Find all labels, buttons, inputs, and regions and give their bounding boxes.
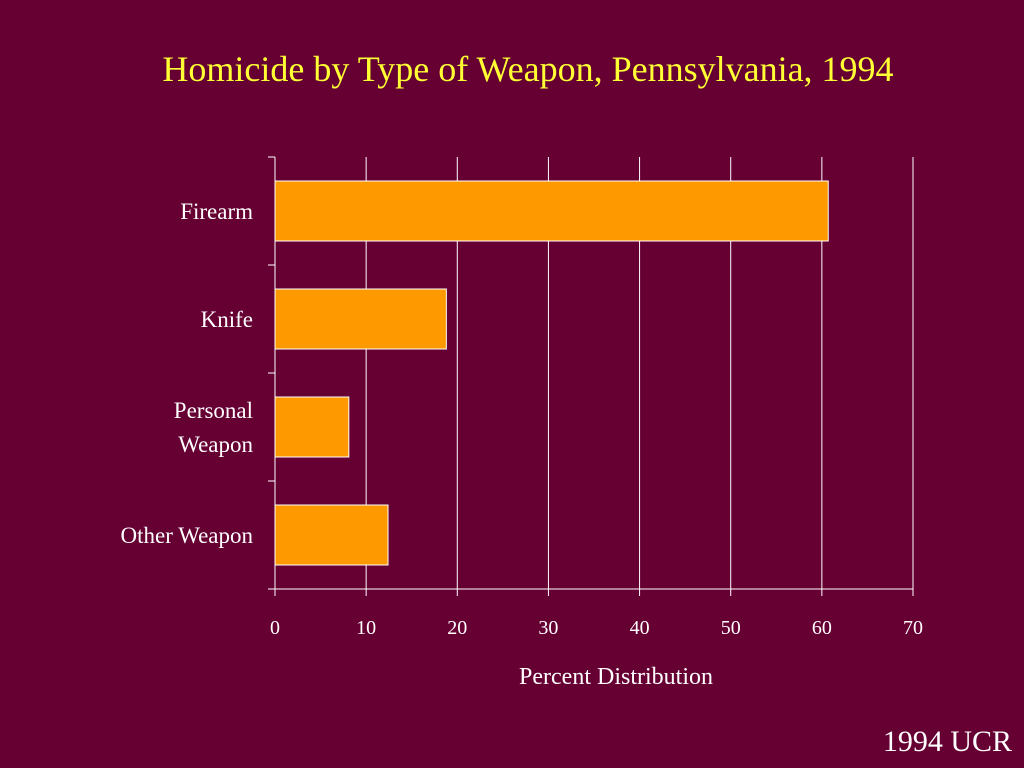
- category-label: Firearm: [180, 199, 253, 224]
- x-tick-label-60: 60: [812, 617, 832, 639]
- x-tick-label-40: 40: [630, 617, 650, 639]
- x-tick-label-10: 10: [356, 617, 376, 639]
- category-label: Personal: [174, 398, 253, 423]
- category-labels: Firearm Knife Personal Weapon Other Weapon: [121, 199, 254, 548]
- chart-title: Homicide by Type of Weapon, Pennsylvania…: [162, 49, 894, 89]
- category-label: Other Weapon: [121, 523, 254, 548]
- source-label: 1994 UCR: [882, 725, 1012, 758]
- x-tick-label-70: 70: [903, 617, 923, 639]
- x-axis-title: Percent Distribution: [519, 664, 713, 690]
- x-tick-label-20: 20: [447, 617, 467, 639]
- bars: [274, 180, 829, 566]
- x-tick-label-0: 0: [270, 617, 280, 639]
- bar-firearm: [274, 180, 829, 242]
- x-tick-label-30: 30: [538, 617, 558, 639]
- category-label: Knife: [201, 307, 253, 332]
- bar-other-weapon: [274, 504, 389, 566]
- bar-knife: [274, 288, 447, 350]
- category-label: Weapon: [178, 432, 253, 457]
- bar-personal-weapon: [274, 396, 350, 458]
- x-tick-label-50: 50: [721, 617, 741, 639]
- x-tick-labels: 0 10 20 30 40 50 60 70: [270, 617, 923, 639]
